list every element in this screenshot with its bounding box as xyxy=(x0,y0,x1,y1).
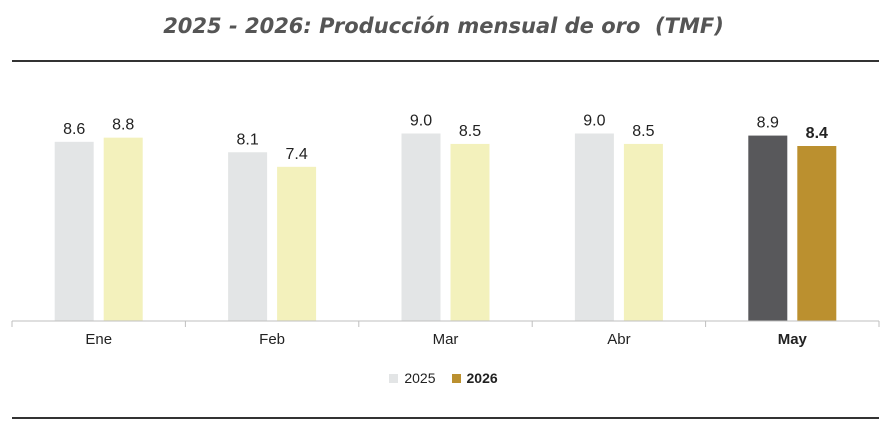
bar-2026-abr xyxy=(623,143,663,321)
value-label-2026-abr: 8.5 xyxy=(632,123,654,140)
bar-2025-feb xyxy=(228,152,268,321)
bar-2026-feb xyxy=(277,166,317,321)
legend-swatch-2026 xyxy=(451,373,461,383)
bar-2026-mar xyxy=(450,143,490,321)
value-label-2025-feb: 8.1 xyxy=(236,131,258,148)
top-divider xyxy=(12,60,879,62)
value-labels-group: 8.6 8.8 8.1 7.4 9.0 8.5 9.0 8.5 8.9 8.4 xyxy=(63,113,828,163)
bar-2025-may xyxy=(748,135,788,321)
bar-2025-abr xyxy=(574,133,614,321)
x-axis: Ene Feb Mar Abr May xyxy=(11,320,880,348)
value-label-2025-abr: 9.0 xyxy=(583,113,605,130)
value-label-2026-may: 8.4 xyxy=(806,125,828,142)
legend-swatch-2025 xyxy=(389,373,399,383)
bar-2025-mar xyxy=(401,133,441,321)
value-label-2025-mar: 9.0 xyxy=(410,113,432,130)
x-tick-label-mar: Mar xyxy=(433,331,459,348)
value-label-2025-may: 8.9 xyxy=(757,115,779,132)
bottom-divider xyxy=(12,417,879,419)
x-tick-label-abr: Abr xyxy=(607,331,630,348)
value-label-2026-feb: 7.4 xyxy=(285,146,307,163)
legend-item-2026: 2026 xyxy=(451,370,498,386)
x-tick-label-feb: Feb xyxy=(259,331,285,348)
bars-group xyxy=(54,133,837,321)
chart-title: 2025 - 2026: Producción mensual de oro (… xyxy=(163,14,724,38)
legend-label-2026: 2026 xyxy=(466,370,498,386)
bar-2025-ene xyxy=(54,141,94,321)
x-tick-label-may: May xyxy=(778,331,808,348)
value-label-2026-ene: 8.8 xyxy=(112,117,134,134)
legend-label-2025: 2025 xyxy=(404,370,436,386)
value-label-2026-mar: 8.5 xyxy=(459,123,481,140)
bar-2026-may xyxy=(797,146,837,321)
value-label-2025-ene: 8.6 xyxy=(63,121,85,138)
x-tick-label-ene: Ene xyxy=(85,331,112,348)
legend: 2025 2026 xyxy=(0,370,887,386)
legend-item-2025: 2025 xyxy=(389,370,436,386)
bar-2026-ene xyxy=(103,137,143,321)
